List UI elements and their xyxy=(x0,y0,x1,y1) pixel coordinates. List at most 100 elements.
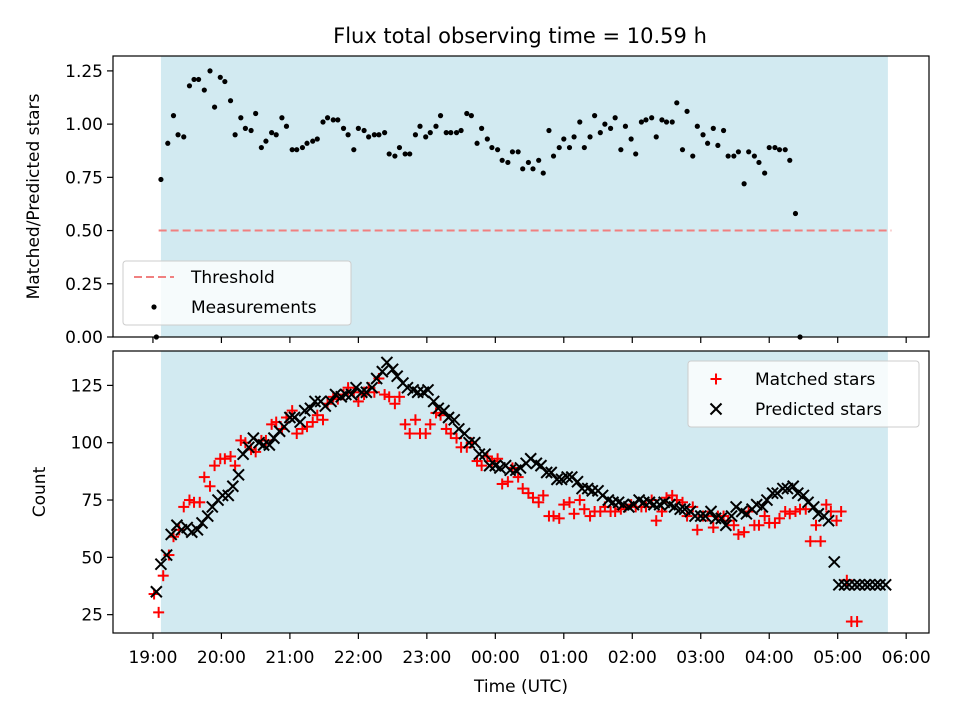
y-tick-label: 1.00 xyxy=(65,115,103,135)
top-legend-box xyxy=(122,260,352,326)
predicted-star-marker xyxy=(694,509,707,523)
y-tick-label: 0.50 xyxy=(65,222,103,242)
measurement-point xyxy=(602,121,608,127)
x-tick-label: 23:00 xyxy=(402,648,451,668)
measurement-point xyxy=(392,153,398,159)
measurement-point xyxy=(515,149,521,155)
matched-star-marker xyxy=(738,526,750,538)
predicted-star-marker xyxy=(822,514,835,527)
measurement-point xyxy=(207,68,213,74)
measurement-point xyxy=(540,170,546,176)
predicted-star-marker xyxy=(232,468,245,482)
measurement-point xyxy=(437,113,444,119)
x-tick-label: 06:00 xyxy=(882,648,931,668)
bottom-axes-frame xyxy=(112,350,930,634)
predicted-star-marker xyxy=(154,558,168,571)
matched-star-marker xyxy=(389,398,401,410)
measurement-point xyxy=(269,130,275,136)
measurement-point xyxy=(195,76,202,83)
matched-star-marker xyxy=(219,453,231,465)
measurement-point xyxy=(731,153,737,159)
predicted-star-marker xyxy=(376,365,389,378)
predicted-star-marker xyxy=(571,475,584,488)
predicted-star-marker xyxy=(150,585,163,598)
predicted-star-marker xyxy=(606,496,620,509)
measurement-point xyxy=(340,125,347,131)
measurement-point xyxy=(443,130,449,136)
measurement-point xyxy=(294,147,300,153)
measurement-point xyxy=(417,123,423,129)
y-tick-label: 0.00 xyxy=(65,328,103,348)
measurement-point xyxy=(170,113,177,119)
matched-star-marker xyxy=(496,478,508,490)
predicted-star-marker xyxy=(776,482,790,495)
matched-star-marker xyxy=(352,395,364,407)
predicted-star-marker xyxy=(540,466,553,479)
measurement-point xyxy=(201,87,207,93)
matched-star-marker xyxy=(404,428,416,440)
predicted-star-marker xyxy=(242,441,256,454)
legend-predicted-marker xyxy=(709,402,723,416)
chart-title: Flux total observing time = 10.59 h xyxy=(333,24,707,48)
measurement-point xyxy=(618,147,624,153)
matched-star-marker xyxy=(383,391,395,403)
matched-star-marker xyxy=(831,515,843,527)
legend-threshold-label: Threshold xyxy=(190,268,275,288)
y-tick-label: 0.75 xyxy=(65,168,103,188)
matched-star-marker xyxy=(194,496,206,508)
predicted-star-marker xyxy=(458,427,471,440)
measurement-point xyxy=(217,74,223,80)
predicted-star-marker xyxy=(345,388,358,401)
predicted-star-marker xyxy=(478,447,492,461)
count-panel: 25 50 75 100 125 19:00 20:00 21:00 22:00 23:00 00… xyxy=(30,350,931,697)
matched-star-marker xyxy=(533,496,545,508)
predicted-star-marker xyxy=(437,404,451,417)
measurement-point xyxy=(643,117,649,123)
measurement-point xyxy=(273,132,279,138)
predicted-star-marker xyxy=(709,512,722,525)
matched-star-marker xyxy=(820,499,832,511)
matched-star-marker xyxy=(527,492,539,504)
measurement-point xyxy=(242,125,248,131)
x-axis-label: Time (UTC) xyxy=(473,677,568,697)
predicted-star-marker xyxy=(725,509,738,523)
predicted-star-marker xyxy=(365,381,379,394)
measurement-point xyxy=(484,136,490,142)
measurement-point xyxy=(499,157,505,163)
predicted-star-marker xyxy=(304,402,317,415)
x-tick-label: 02:00 xyxy=(608,648,657,668)
measurement-point xyxy=(766,144,772,151)
bottom-legend-box xyxy=(687,360,920,428)
measurement-point xyxy=(720,127,727,134)
measurement-point xyxy=(253,110,259,117)
measurement-point xyxy=(741,181,747,187)
top-y-ticks: 0.00 0.25 0.50 0.75 1.00 1.25 xyxy=(65,62,113,348)
measurement-point xyxy=(211,104,218,110)
matched-star-marker xyxy=(728,519,740,531)
measurement-point xyxy=(735,149,742,155)
measurement-point xyxy=(158,176,164,183)
x-tick-label: 22:00 xyxy=(334,648,383,668)
measurement-point xyxy=(320,119,326,125)
matched-star-marker xyxy=(517,483,529,495)
predicted-star-marker xyxy=(838,578,851,592)
predicted-star-marker xyxy=(283,411,297,424)
measurement-point xyxy=(587,134,593,140)
predicted-star-marker xyxy=(647,498,661,511)
matched-star-marker xyxy=(558,499,570,511)
measurement-point xyxy=(382,130,388,136)
measurement-point xyxy=(186,83,193,89)
measurement-point xyxy=(495,147,501,153)
measurement-point xyxy=(787,157,793,163)
matched-star-marker xyxy=(835,505,847,517)
top-x-ticks xyxy=(152,337,907,343)
measurement-point xyxy=(762,170,768,176)
y-tick-label: 100 xyxy=(71,434,103,454)
matched-star-marker xyxy=(307,416,319,428)
predicted-star-marker xyxy=(448,413,461,426)
measurement-point xyxy=(361,127,367,134)
matched-star-marker xyxy=(153,606,165,618)
matched-star-marker xyxy=(732,528,744,540)
predicted-star-marker xyxy=(797,489,810,502)
matched-star-marker xyxy=(209,460,221,472)
